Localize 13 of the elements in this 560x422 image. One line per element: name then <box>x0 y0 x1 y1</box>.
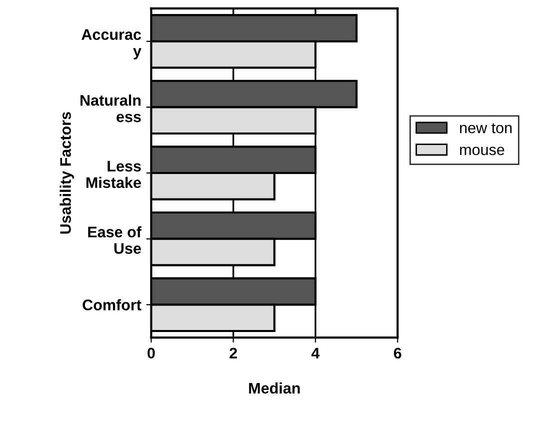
y-tick-label: Comfort <box>82 299 142 310</box>
y-tick-label: Accurac y <box>82 29 142 60</box>
x-axis-title: Median <box>249 382 300 394</box>
y-tick-label: Naturaln ess <box>80 94 141 122</box>
x-tick-label: 4 <box>311 348 320 358</box>
y-tick-label: Ease of Use <box>88 226 142 254</box>
x-tick-label: 6 <box>394 348 402 359</box>
y-axis-title: Usability Factors <box>60 112 74 234</box>
x-tick-label: 0 <box>148 348 155 359</box>
x-tick-label: 2 <box>230 348 237 358</box>
y-tick-label: Less Mistake <box>86 160 141 188</box>
legend-label: new ton <box>460 123 512 134</box>
legend-label: mouse <box>460 146 504 156</box>
